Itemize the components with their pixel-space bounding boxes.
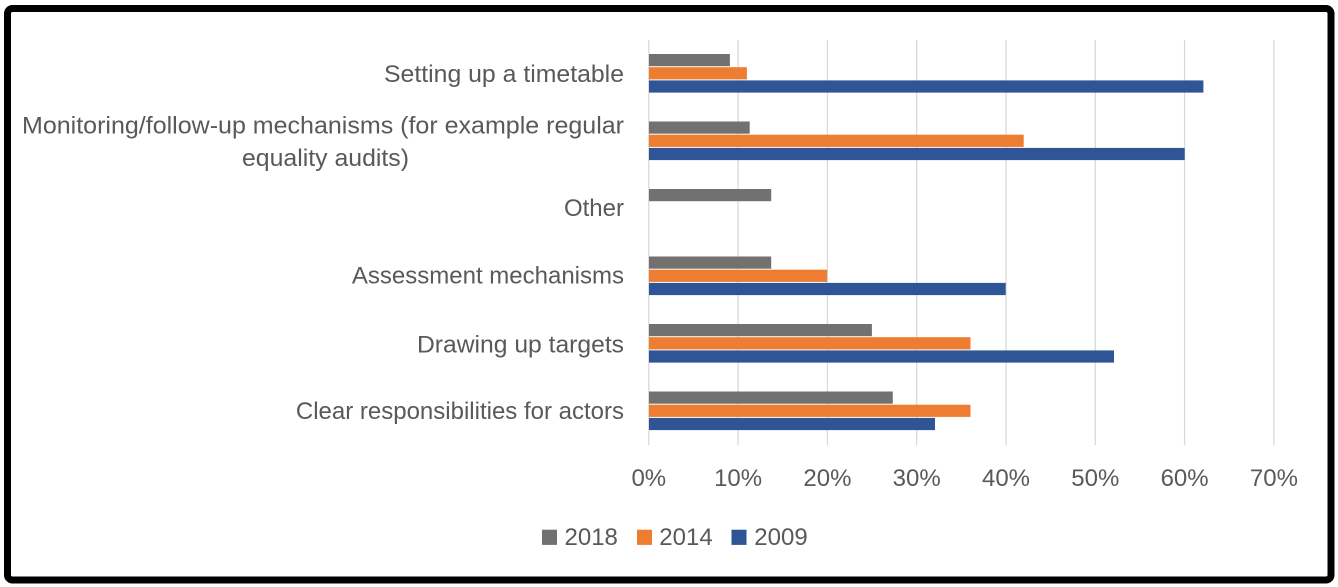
svg-text:equality audits): equality audits)	[242, 145, 409, 172]
svg-text:Drawing up targets: Drawing up targets	[417, 332, 624, 359]
svg-text:40%: 40%	[982, 465, 1030, 492]
svg-text:10%: 10%	[714, 465, 762, 492]
svg-text:2014: 2014	[659, 524, 712, 551]
svg-text:2009: 2009	[754, 524, 807, 551]
svg-text:0%: 0%	[631, 465, 666, 492]
svg-text:70%: 70%	[1250, 465, 1298, 492]
svg-text:Other: Other	[564, 195, 624, 222]
svg-text:Assessment mechanisms: Assessment mechanisms	[352, 263, 624, 290]
svg-text:Clear responsibilities for act: Clear responsibilities for actors	[296, 398, 624, 425]
svg-text:Setting up a timetable: Setting up a timetable	[384, 61, 624, 88]
svg-text:50%: 50%	[1071, 465, 1119, 492]
svg-text:20%: 20%	[803, 465, 851, 492]
svg-text:30%: 30%	[893, 465, 941, 492]
svg-text:Monitoring/follow-up mechanism: Monitoring/follow-up mechanisms (for exa…	[22, 113, 624, 140]
svg-text:60%: 60%	[1161, 465, 1209, 492]
svg-text:2018: 2018	[565, 524, 618, 551]
